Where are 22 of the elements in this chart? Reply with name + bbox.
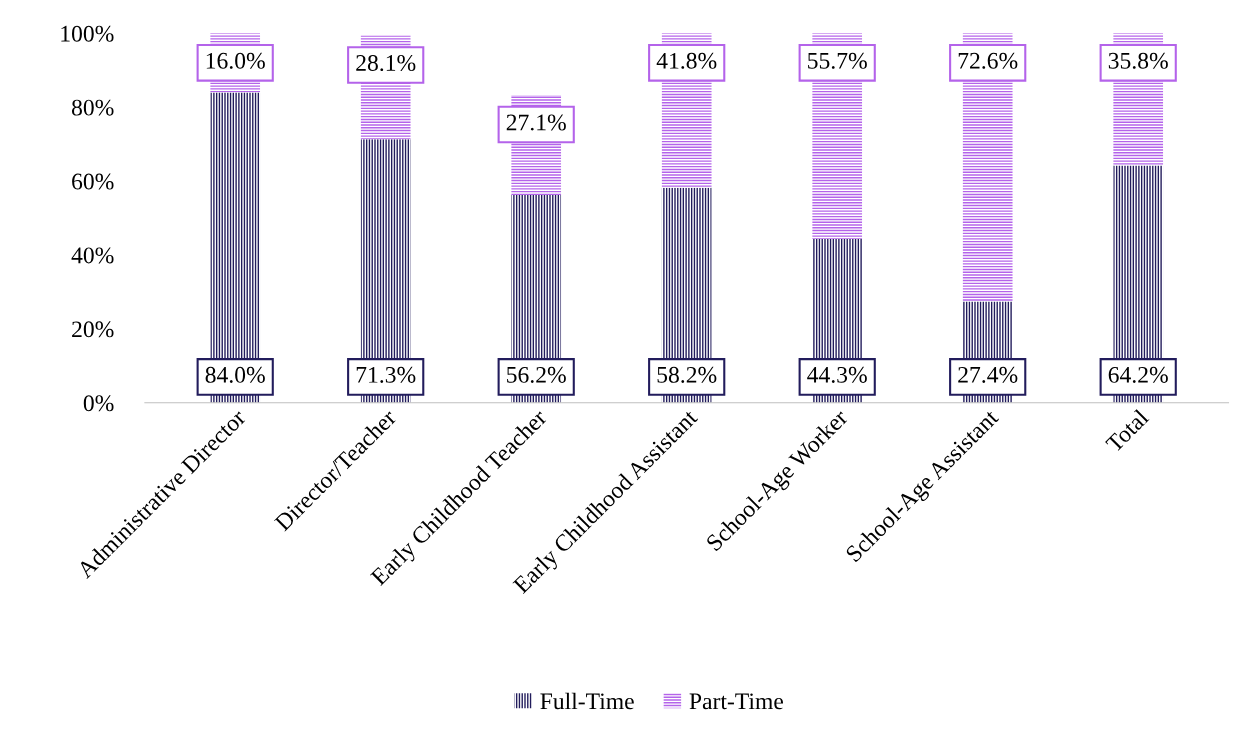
data-label: 84.0% xyxy=(205,366,265,383)
legend-label: Part-Time xyxy=(689,693,783,710)
data-label: 64.2% xyxy=(1108,366,1168,383)
data-label: 41.8% xyxy=(656,52,717,69)
data-label: 44.3% xyxy=(807,366,867,383)
y-tick-label: 60% xyxy=(72,173,114,190)
data-label: 71.3% xyxy=(356,366,416,383)
data-label: 35.8% xyxy=(1108,52,1168,69)
y-tick-label: 80% xyxy=(71,99,114,116)
legend-label: Full-Time xyxy=(540,692,634,710)
y-tick-label: 20% xyxy=(72,321,114,338)
data-label: 56.2% xyxy=(507,366,566,383)
data-label: 27.1% xyxy=(506,114,566,131)
data-label: 27.4% xyxy=(958,366,1018,383)
data-label: 28.1% xyxy=(356,55,416,72)
data-label: 72.6% xyxy=(958,52,1018,69)
y-tick-label: 100% xyxy=(61,25,114,42)
y-tick-label: 40% xyxy=(71,247,114,264)
data-label: 16.0% xyxy=(206,52,265,69)
data-label: 55.7% xyxy=(808,52,867,69)
data-label: 58.2% xyxy=(657,366,717,383)
y-tick-label: 0% xyxy=(83,395,114,412)
